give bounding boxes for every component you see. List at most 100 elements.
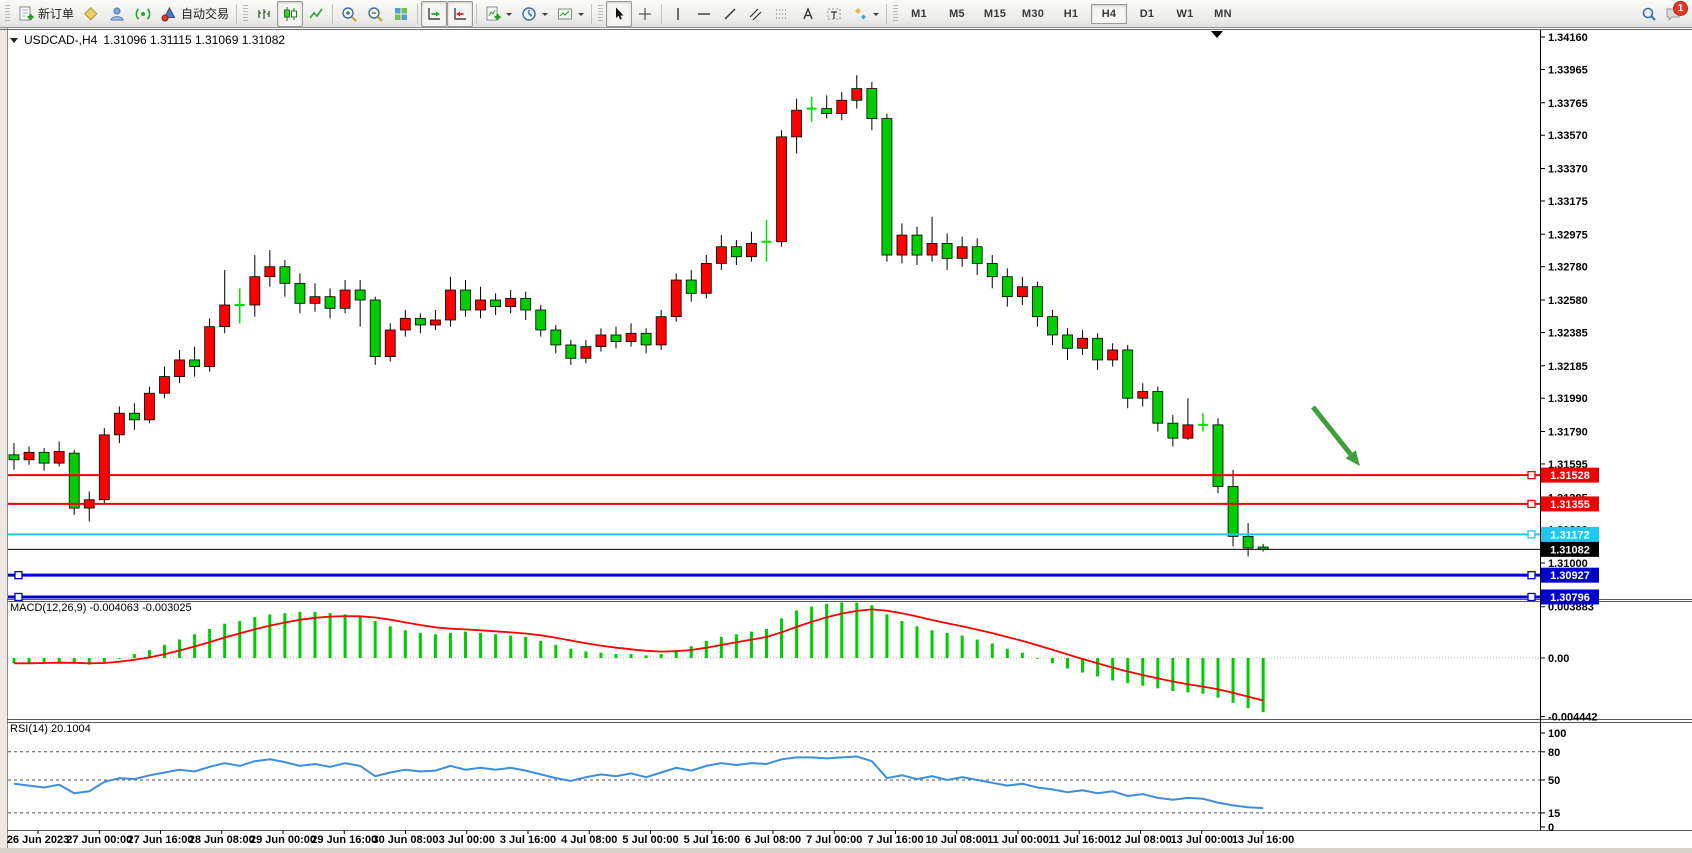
candle-body [1152, 391, 1164, 424]
horizontal-line-tool-button[interactable] [691, 1, 717, 27]
macd-bar [12, 658, 16, 664]
candle-body [1182, 424, 1194, 439]
timeframe-m5-button[interactable]: M5 [949, 7, 965, 20]
chart-shift-button[interactable] [447, 0, 474, 27]
candlestick-chart-button[interactable] [277, 0, 304, 27]
time-axis-label: 27 Jun 00:00 [66, 834, 132, 846]
templates-button[interactable] [552, 1, 588, 27]
candle-body [655, 316, 667, 346]
macd-bar [42, 658, 46, 662]
new-chart-button[interactable] [78, 1, 104, 27]
auto-scroll-button[interactable] [421, 0, 448, 27]
line-handle[interactable] [1527, 571, 1536, 580]
timeframe-w1-button[interactable]: W1 [1176, 7, 1194, 20]
timeframe-d1-button[interactable]: D1 [1139, 7, 1155, 20]
fibonacci-tool-button[interactable] [769, 1, 795, 27]
candle-body [1137, 391, 1149, 399]
macd-bar [885, 614, 889, 658]
toolbar-separator [886, 3, 888, 24]
macd-bar [870, 605, 874, 658]
candle-body [1212, 424, 1224, 487]
chart-shift-icon [454, 7, 467, 20]
candle-body [896, 234, 908, 256]
macd-bar [734, 634, 738, 658]
auto-trading-button[interactable]: 自动交易 [156, 1, 233, 27]
macd-title: MACD(12,26,9) [10, 602, 87, 614]
new-order-button[interactable]: 新订单 [13, 1, 78, 27]
arrow-annotation-head[interactable] [1345, 450, 1360, 466]
candle-body [369, 299, 381, 358]
time-axis-label: 11 Jul 00:00 [987, 834, 1049, 846]
time-axis-label: 5 Jul 16:00 [684, 834, 740, 846]
macd-bar [1261, 658, 1265, 713]
trendline-tool-button[interactable] [717, 1, 743, 27]
timeframe-m30-button[interactable]: M30 [1021, 7, 1045, 20]
time-axis-label: 27 Jun 16:00 [127, 834, 193, 846]
line-handle[interactable] [14, 592, 23, 602]
chart-corner-arrow-icon[interactable] [1211, 31, 1223, 38]
rsi-line [13, 755, 1264, 810]
timeframe-m1-button[interactable]: M1 [911, 7, 927, 20]
toolbar-grip [598, 4, 604, 23]
timeframe-mn-button[interactable]: MN [1214, 7, 1232, 20]
macd-bar [825, 603, 829, 658]
cursor-button[interactable] [606, 0, 633, 27]
toolbar: 新订单 自动交易 [0, 0, 1692, 28]
macd-bar [930, 630, 934, 658]
shapes-tool-button[interactable] [847, 1, 883, 27]
macd-bar [599, 652, 603, 658]
symbol-dropdown-icon[interactable] [10, 37, 18, 47]
candle-body [128, 412, 140, 421]
macd-bar [900, 621, 904, 658]
line-handle[interactable] [1527, 499, 1536, 509]
macd-bar [1020, 652, 1024, 658]
candle-body [249, 276, 261, 306]
time-axis-label: 26 Jun 2023 [7, 834, 69, 846]
macd-bar [1035, 658, 1039, 659]
symbol-period-label: USDCAD-,H4 [24, 33, 98, 47]
periods-button[interactable] [516, 1, 552, 27]
price-tick-label: 1.33175 [1548, 196, 1588, 208]
indicators-button[interactable] [480, 1, 516, 27]
macd-bar [780, 618, 784, 658]
notifications-button[interactable]: 1 [1664, 0, 1688, 23]
timeframe-h4-button[interactable]: H4 [1091, 3, 1128, 24]
text-tool-button[interactable] [795, 1, 821, 27]
line-chart-button[interactable] [303, 1, 329, 27]
line-price-tag [1541, 589, 1599, 605]
line-price-tag [1541, 467, 1599, 483]
vertical-line-tool-button[interactable] [665, 1, 691, 27]
line-handle[interactable] [1527, 530, 1536, 539]
candle-body [324, 296, 336, 309]
candle-body [1107, 349, 1119, 361]
zoom-in-button[interactable] [336, 1, 362, 27]
crosshair-button[interactable] [632, 1, 658, 27]
candle-body [219, 304, 231, 328]
macd-bar [253, 617, 257, 658]
zoom-out-button[interactable] [362, 1, 388, 27]
rsi-tick-label: 15 [1548, 808, 1560, 820]
macd-bar [464, 631, 467, 658]
tile-windows-button[interactable] [388, 1, 414, 27]
shapes-icon [855, 7, 867, 19]
candle-body [580, 346, 592, 359]
line-handle[interactable] [14, 571, 23, 580]
line-price-tag [1541, 526, 1599, 542]
macd-bar [1201, 658, 1205, 694]
line-handle[interactable] [1527, 592, 1536, 602]
timeframe-group: M1 M5 M15 M30 H1 H4 D1 W1 MN [901, 3, 1241, 24]
profiles-button[interactable] [104, 1, 130, 27]
market-signal-button[interactable] [130, 1, 156, 27]
timeframe-h1-button[interactable]: H1 [1063, 7, 1079, 20]
bar-chart-button[interactable] [251, 1, 277, 27]
search-button[interactable] [1640, 5, 1658, 23]
candlestick-chart-icon [284, 6, 298, 21]
timeframe-m15-button[interactable]: M15 [983, 7, 1007, 20]
candle-body [731, 246, 742, 258]
equidistant-channel-tool-button[interactable] [743, 1, 769, 27]
candle-body [475, 299, 486, 311]
arrow-annotation[interactable] [1311, 405, 1353, 456]
label-tool-button[interactable] [821, 1, 847, 27]
line-handle[interactable] [1527, 470, 1536, 480]
